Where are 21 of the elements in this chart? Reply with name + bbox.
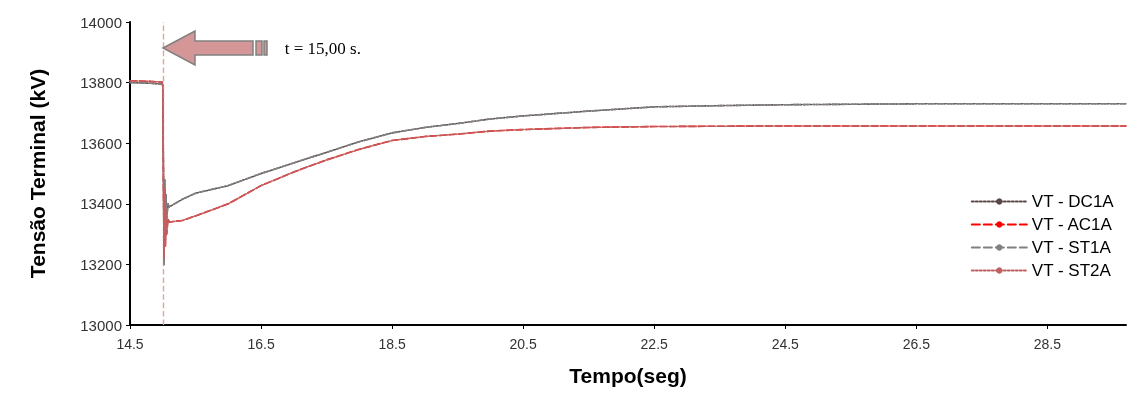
y-tick-label: 13400 (80, 195, 122, 213)
x-axis-title: Tempo(seg) (569, 364, 687, 387)
x-tick-label: 14.5 (116, 336, 144, 352)
y-tick-label: 14000 (80, 13, 122, 31)
x-tick-label: 26.5 (902, 336, 931, 352)
x-tick-label: 22.5 (640, 336, 669, 352)
x-tick-label: 20.5 (509, 336, 537, 352)
x-tick-label: 28.5 (1033, 336, 1062, 352)
legend-label: VT - AC1A (1031, 215, 1113, 234)
legend-label: VT - DC1A (1031, 192, 1115, 211)
y-tick-label: 13800 (80, 74, 122, 92)
x-tick-label: 18.5 (378, 336, 406, 352)
y-axis-title: Tensão Terminal (kV) (26, 68, 49, 279)
y-tick-label: 13600 (80, 134, 122, 152)
x-tick-label: 16.5 (247, 336, 275, 352)
y-tick-label: 13200 (80, 255, 122, 273)
y-tick-label: 13000 (80, 316, 122, 334)
x-tick-label: 24.5 (771, 336, 800, 352)
annotation: t = 15,00 s. (284, 38, 361, 58)
legend-label: VT - ST1A (1031, 238, 1112, 257)
legend-label: VT - ST2A (1031, 261, 1112, 280)
